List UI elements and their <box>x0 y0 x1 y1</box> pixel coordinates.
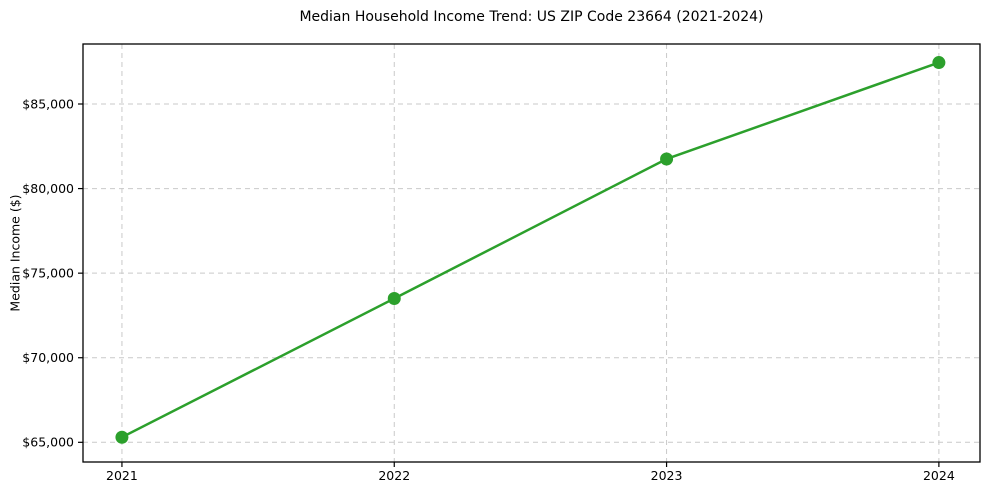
y-tick-label: $80,000 <box>22 181 74 196</box>
y-tick-label: $85,000 <box>22 96 74 111</box>
x-tick-label: 2021 <box>106 468 138 483</box>
y-tick-label: $70,000 <box>22 350 74 365</box>
plot-border <box>82 43 981 463</box>
data-point <box>115 430 129 444</box>
y-tick-label: $75,000 <box>22 265 74 280</box>
x-tick-label: 2022 <box>378 468 410 483</box>
x-tick-label: 2024 <box>923 468 955 483</box>
data-point <box>932 56 946 70</box>
chart-title: Median Household Income Trend: US ZIP Co… <box>299 9 764 25</box>
trend-line <box>120 61 941 439</box>
data-point <box>387 292 401 306</box>
x-tick-label: 2023 <box>651 468 683 483</box>
y-tick-label: $65,000 <box>22 435 74 450</box>
data-point <box>660 152 674 166</box>
